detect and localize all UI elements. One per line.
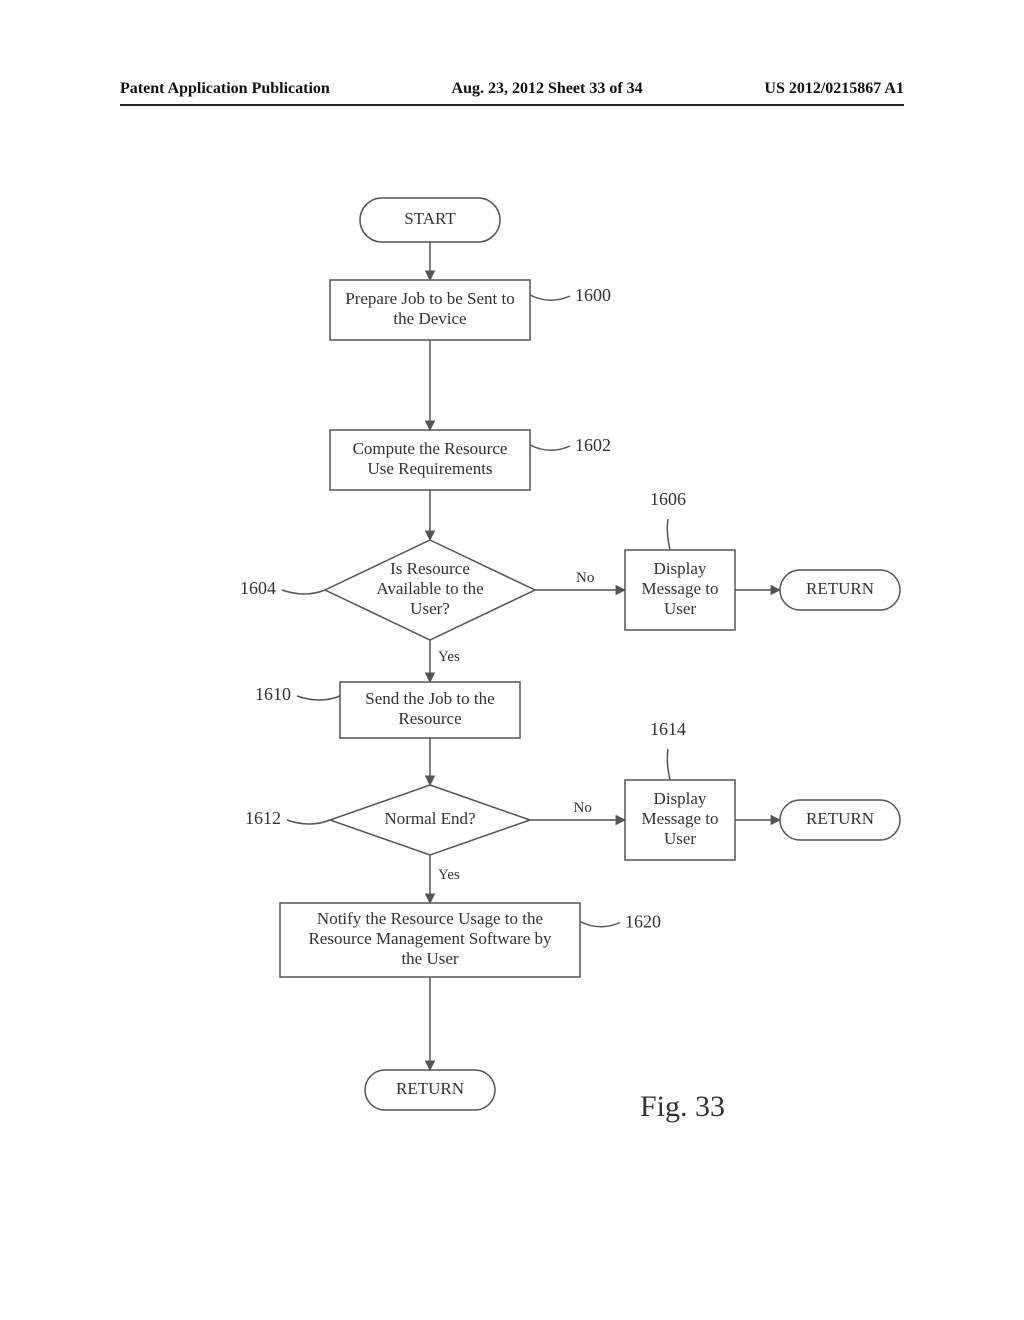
ref-leader (580, 922, 620, 927)
node-label: the User (401, 949, 458, 968)
node-label: START (404, 209, 456, 228)
ref-leader (667, 519, 670, 550)
figure-caption: Fig. 33 (640, 1090, 725, 1124)
ref-leader (667, 749, 670, 780)
edge-label: No (576, 570, 594, 586)
ref-label: 1620 (625, 912, 661, 932)
node-label: RETURN (806, 579, 874, 598)
node-label: Resource (398, 709, 461, 728)
ref-label: 1614 (650, 719, 686, 739)
ref-leader (282, 590, 325, 594)
node-label: Send the Job to the (365, 689, 494, 708)
node-label: Normal End? (384, 809, 475, 828)
header-left: Patent Application Publication (120, 80, 330, 98)
ref-leader (297, 696, 340, 700)
header-center: Aug. 23, 2012 Sheet 33 of 34 (452, 80, 643, 98)
ref-leader (530, 295, 570, 300)
node-label: Available to the (376, 579, 483, 598)
header-rule (120, 104, 904, 106)
flowchart-diagram: START Prepare Job to be Sent tothe Device… (0, 170, 1024, 1170)
node-label: Resource Management Software by (308, 929, 552, 948)
ref-label: 1600 (575, 285, 611, 305)
ref-label: 1602 (575, 435, 611, 455)
ref-leader (530, 445, 570, 450)
node-label: User? (410, 599, 450, 618)
node-label: Message to (642, 579, 719, 598)
node-label: Display (654, 559, 707, 578)
node-label: Is Resource (390, 559, 470, 578)
node-label: Use Requirements (367, 459, 492, 478)
page-header: Patent Application Publication Aug. 23, … (0, 80, 1024, 98)
edge-label: Yes (438, 867, 460, 883)
ref-label: 1606 (650, 489, 686, 509)
ref-label: 1604 (240, 578, 276, 598)
node-label: RETURN (396, 1079, 464, 1098)
ref-label: 1612 (245, 808, 281, 828)
edge-label: Yes (438, 649, 460, 665)
ref-leader (287, 820, 330, 824)
node-label: RETURN (806, 809, 874, 828)
node-label: Compute the Resource (353, 439, 508, 458)
node-label: the Device (393, 309, 466, 328)
node-label: User (664, 599, 696, 618)
ref-label: 1610 (255, 684, 291, 704)
node-label: Notify the Resource Usage to the (317, 909, 543, 928)
node-label: User (664, 829, 696, 848)
node-label: Prepare Job to be Sent to (345, 289, 515, 308)
header-right: US 2012/0215867 A1 (764, 80, 904, 98)
node-label: Display (654, 789, 707, 808)
node-label: Message to (642, 809, 719, 828)
edge-label: No (574, 800, 592, 816)
flowchart-svg: START Prepare Job to be Sent tothe Device… (0, 170, 1024, 1170)
